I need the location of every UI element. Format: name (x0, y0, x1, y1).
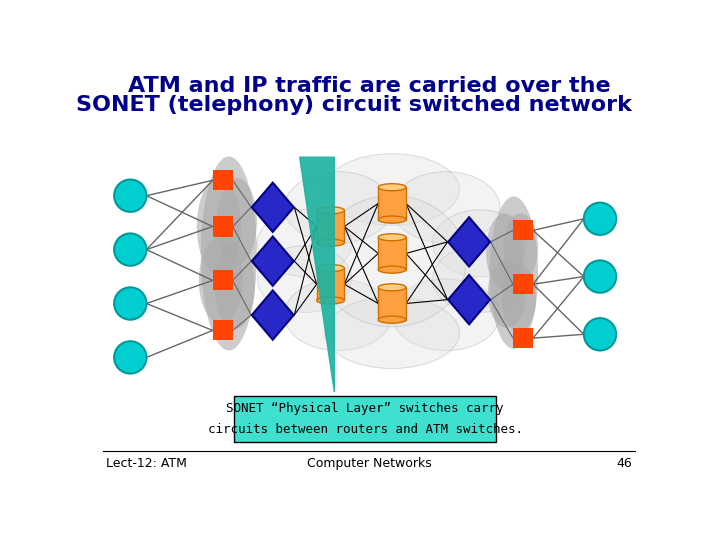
Bar (212, 320, 233, 340)
Bar (317, 211, 344, 242)
Ellipse shape (325, 154, 459, 225)
Polygon shape (448, 217, 490, 267)
Text: 46: 46 (616, 457, 632, 470)
Ellipse shape (378, 316, 406, 323)
Text: circuits between routers and ATM switches.: circuits between routers and ATM switche… (207, 422, 523, 435)
Polygon shape (252, 183, 294, 232)
Polygon shape (300, 157, 334, 392)
Circle shape (114, 287, 146, 320)
Text: SONET “Physical Layer” switches carry: SONET “Physical Layer” switches carry (226, 402, 504, 415)
Bar (378, 237, 406, 269)
Ellipse shape (486, 213, 524, 289)
Bar (513, 274, 533, 294)
Circle shape (584, 318, 616, 350)
Text: ATM and IP traffic are carried over the: ATM and IP traffic are carried over the (127, 76, 611, 96)
Ellipse shape (392, 172, 500, 243)
Ellipse shape (433, 210, 527, 276)
Ellipse shape (215, 242, 255, 329)
Ellipse shape (378, 284, 406, 291)
Ellipse shape (378, 184, 406, 191)
Ellipse shape (257, 210, 351, 276)
Circle shape (584, 202, 616, 235)
Bar (317, 268, 344, 300)
Ellipse shape (487, 260, 526, 328)
Ellipse shape (317, 239, 344, 246)
Circle shape (114, 341, 146, 374)
Ellipse shape (197, 178, 241, 275)
Ellipse shape (490, 197, 538, 349)
Ellipse shape (318, 195, 467, 327)
Ellipse shape (284, 172, 392, 243)
Text: Computer Networks: Computer Networks (307, 457, 431, 470)
Ellipse shape (284, 279, 392, 350)
Circle shape (114, 233, 146, 266)
Polygon shape (448, 275, 490, 325)
Ellipse shape (502, 264, 536, 332)
Ellipse shape (257, 246, 351, 313)
Text: Lect-12: ATM: Lect-12: ATM (106, 457, 186, 470)
Polygon shape (252, 291, 294, 340)
Ellipse shape (217, 178, 257, 264)
Ellipse shape (378, 234, 406, 241)
Text: SONET (telephony) circuit switched network: SONET (telephony) circuit switched netwo… (76, 95, 631, 115)
Ellipse shape (317, 207, 344, 214)
Circle shape (114, 179, 146, 212)
Bar (212, 217, 233, 237)
Ellipse shape (201, 157, 257, 350)
Bar (212, 271, 233, 291)
Bar (212, 170, 233, 190)
Bar (513, 220, 533, 240)
Ellipse shape (378, 216, 406, 223)
Ellipse shape (317, 297, 344, 304)
Ellipse shape (433, 246, 527, 313)
Ellipse shape (378, 266, 406, 273)
Bar (378, 287, 406, 320)
Ellipse shape (199, 237, 243, 323)
Bar (378, 187, 406, 220)
Circle shape (584, 260, 616, 293)
Ellipse shape (503, 213, 538, 281)
Ellipse shape (392, 279, 500, 350)
Bar (513, 328, 533, 348)
FancyBboxPatch shape (234, 396, 496, 442)
Ellipse shape (325, 297, 459, 369)
Ellipse shape (317, 265, 344, 272)
Polygon shape (252, 237, 294, 286)
